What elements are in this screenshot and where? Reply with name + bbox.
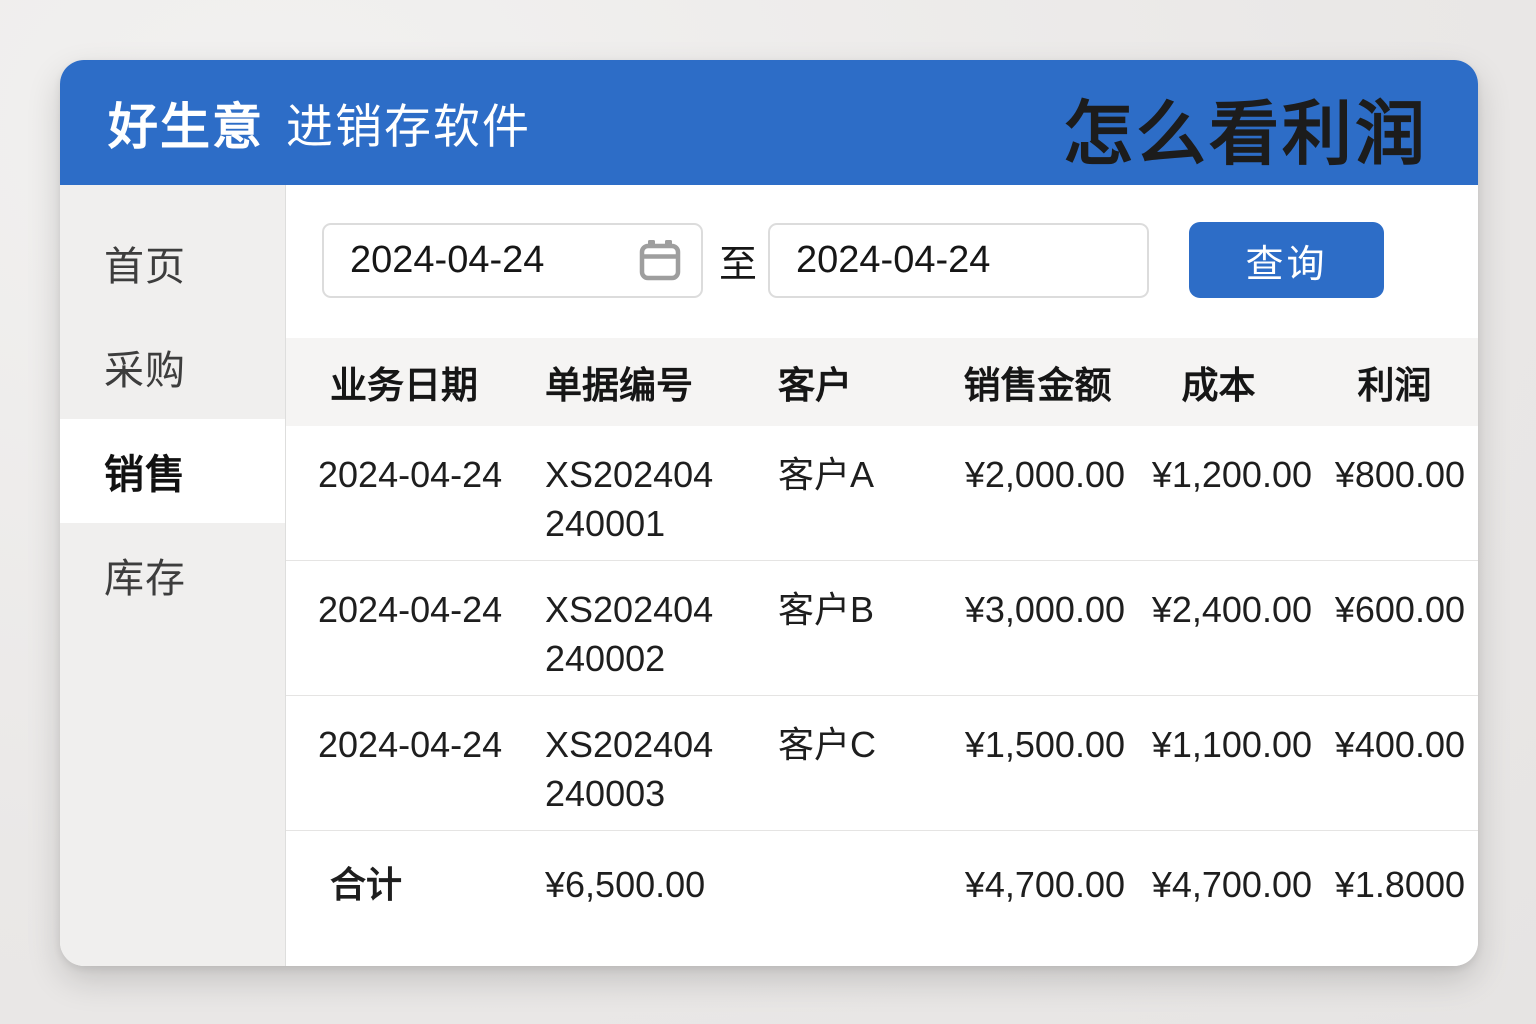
- profit-table: 业务日期 单据编号 客户 销售金额 成本 利润 2024-04-24 XS202…: [286, 338, 1478, 952]
- col-header-profit: 利润: [1357, 365, 1432, 406]
- col-header-cost: 成本: [1181, 365, 1256, 406]
- total-doc-amount: ¥6,500.00: [545, 863, 706, 905]
- cell-doc-no: XS202404 240003: [545, 721, 778, 819]
- cell-sales: ¥3,000.00: [964, 588, 1125, 630]
- main-panel: 2024-04-24 至 2024-04-24 查询 业务日期: [286, 185, 1478, 966]
- doc-no-line2: 240002: [545, 637, 666, 679]
- page-title: 怎么看利润: [1063, 95, 1428, 173]
- table-total-row: 合计 ¥6,500.00 ¥4,700.00 ¥4,700.00 ¥1.8000: [286, 831, 1478, 952]
- end-date-input[interactable]: 2024-04-24: [768, 222, 1150, 298]
- date-range-separator: 至: [719, 243, 758, 286]
- doc-no-line1: XS202404: [545, 588, 714, 630]
- total-cost: ¥4,700.00: [1151, 863, 1312, 905]
- col-header-date: 业务日期: [330, 365, 478, 406]
- cell-date: 2024-04-24: [318, 454, 503, 495]
- start-date-value: 2024-04-24: [350, 238, 545, 281]
- cell-profit: ¥600.00: [1334, 588, 1465, 630]
- cell-cost: ¥1,200.00: [1151, 454, 1312, 495]
- filter-bar: 2024-04-24 至 2024-04-24 查询: [322, 222, 1478, 298]
- col-header-doc-no: 单据编号: [545, 365, 693, 406]
- end-date-value: 2024-04-24: [796, 238, 991, 281]
- cell-cost: ¥1,100.00: [1151, 723, 1312, 765]
- doc-no-line1: XS202404: [545, 454, 714, 495]
- app-window: 好生意 进销存软件 怎么看利润 首页 采购 销售 库存 2024-04-24: [60, 60, 1478, 966]
- cell-doc-no: XS202404 240002: [545, 586, 778, 684]
- start-date-input[interactable]: 2024-04-24: [322, 222, 703, 298]
- total-label: 合计: [330, 863, 403, 905]
- cell-customer: 客户B: [778, 588, 875, 630]
- table-row[interactable]: 2024-04-24 XS202404 240003 客户C ¥1,500.00…: [286, 696, 1478, 831]
- doc-no-line2: 240001: [545, 502, 666, 544]
- cell-date: 2024-04-24: [318, 723, 503, 765]
- sidebar-item-purchase[interactable]: 采购: [104, 349, 186, 393]
- doc-no-line2: 240003: [545, 772, 666, 814]
- col-header-sales: 销售金额: [963, 365, 1112, 406]
- sidebar-item-sales[interactable]: 销售: [60, 419, 285, 523]
- cell-date: 2024-04-24: [318, 588, 503, 630]
- cell-sales: ¥2,000.00: [964, 454, 1125, 495]
- table-row[interactable]: 2024-04-24 XS202404 240001 客户A ¥2,000.00…: [286, 426, 1478, 561]
- sidebar: 首页 采购 销售 库存: [60, 185, 286, 966]
- cell-profit: ¥800.00: [1334, 454, 1465, 495]
- table-row[interactable]: 2024-04-24 XS202404 240002 客户B ¥3,000.00…: [286, 561, 1478, 696]
- brand-name: 好生意: [108, 98, 264, 155]
- cell-sales: ¥1,500.00: [964, 723, 1125, 765]
- brand-subtitle: 进销存软件: [286, 100, 531, 153]
- total-sales: ¥4,700.00: [964, 863, 1125, 905]
- sidebar-item-inventory[interactable]: 库存: [104, 557, 186, 601]
- app-body: 首页 采购 销售 库存 2024-04-24 至 2024-04-2: [60, 185, 1478, 966]
- query-button[interactable]: 查询: [1189, 222, 1385, 298]
- app-header: 好生意 进销存软件 怎么看利润: [60, 60, 1478, 185]
- table-header-row: 业务日期 单据编号 客户 销售金额 成本 利润: [286, 338, 1478, 426]
- total-profit: ¥1.8000: [1334, 863, 1465, 905]
- sidebar-item-home[interactable]: 首页: [104, 245, 186, 289]
- cell-cost: ¥2,400.00: [1151, 588, 1312, 630]
- calendar-icon[interactable]: [639, 238, 681, 282]
- col-header-customer: 客户: [778, 365, 852, 406]
- doc-no-line1: XS202404: [545, 723, 714, 765]
- cell-doc-no: XS202404 240001: [545, 451, 778, 549]
- cell-customer: 客户A: [778, 454, 875, 495]
- cell-customer: 客户C: [778, 723, 876, 765]
- cell-profit: ¥400.00: [1334, 723, 1465, 765]
